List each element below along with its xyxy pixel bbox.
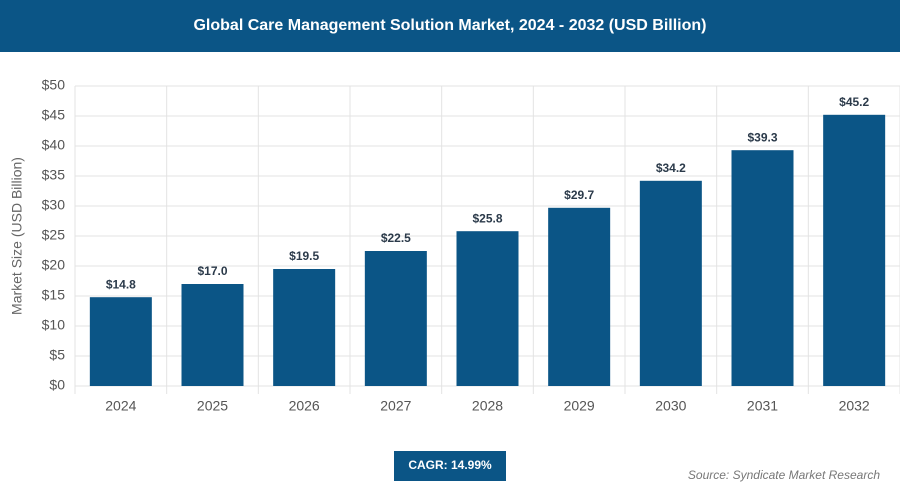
bar [548, 207, 611, 386]
y-tick-label: $30 [42, 197, 66, 213]
data-label: $22.5 [381, 231, 411, 245]
y-tick-label: $20 [42, 257, 66, 273]
chart-title: Global Care Management Solution Market, … [193, 17, 706, 34]
data-label: $39.3 [747, 130, 777, 144]
data-label: $29.7 [564, 188, 594, 202]
y-axis-label: Market Size (USD Billion) [9, 157, 25, 315]
x-tick-label: 2025 [197, 398, 228, 414]
source-text: Source: Syndicate Market Research [688, 468, 880, 482]
x-tick-label: 2028 [472, 398, 503, 414]
x-tick-label: 2026 [289, 398, 320, 414]
data-label: $14.8 [106, 277, 136, 291]
bar [89, 297, 152, 386]
y-tick-label: $35 [42, 167, 66, 183]
bar [731, 150, 794, 386]
bar [639, 180, 702, 386]
y-tick-label: $50 [42, 77, 66, 93]
x-tick-label: 2024 [105, 398, 136, 414]
bar [181, 284, 244, 386]
cagr-text: CAGR: 14.99% [408, 458, 492, 472]
y-tick-label: $25 [42, 227, 66, 243]
data-label: $25.8 [472, 211, 502, 225]
cagr-badge [394, 451, 506, 481]
data-label: $34.2 [656, 161, 686, 175]
bar [364, 251, 427, 386]
y-tick-label: $45 [42, 107, 66, 123]
y-tick-label: $5 [49, 347, 65, 363]
bar [456, 231, 519, 386]
bar [273, 269, 336, 386]
y-tick-label: $15 [42, 287, 66, 303]
x-tick-label: 2031 [747, 398, 778, 414]
data-label: $17.0 [197, 264, 227, 278]
bar [823, 114, 886, 387]
x-tick-label: 2032 [839, 398, 870, 414]
y-tick-label: $40 [42, 137, 66, 153]
x-tick-label: 2029 [564, 398, 595, 414]
y-tick-label: $10 [42, 317, 66, 333]
y-tick-label: $0 [49, 377, 65, 393]
data-label: $19.5 [289, 249, 319, 263]
data-label: $45.2 [839, 95, 869, 109]
x-tick-label: 2027 [380, 398, 411, 414]
x-tick-label: 2030 [655, 398, 686, 414]
header-bar [0, 0, 900, 52]
